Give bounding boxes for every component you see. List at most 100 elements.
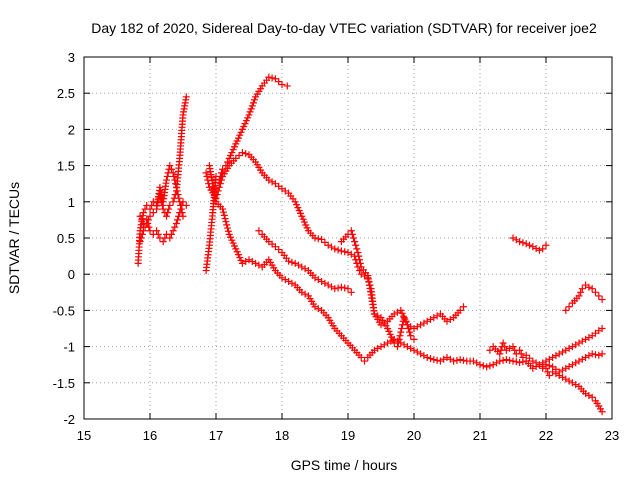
data-point [499,356,507,364]
data-point [285,257,293,265]
data-point [555,350,563,358]
data-point [164,209,172,217]
data-point [159,238,167,246]
data-point [578,285,586,293]
data-point [595,292,603,300]
y-tick-label: 1.5 [57,159,75,174]
data-point [221,215,229,223]
data-point [565,303,573,311]
data-point [167,230,175,238]
data-point [427,355,434,363]
data-point [268,178,276,186]
data-points [134,73,606,416]
y-tick-label: 3 [68,50,75,65]
data-point [496,350,504,358]
data-point [144,216,152,224]
data-point [545,372,553,380]
data-point [361,357,368,365]
data-point [172,220,180,228]
data-point [572,381,580,389]
data-point [552,352,560,360]
data-point [291,259,299,267]
data-point [516,346,524,354]
data-point [512,236,520,244]
data-point [341,248,349,256]
x-tick-label: 18 [275,428,289,443]
chart-title: Day 182 of 2020, Sidereal Day-to-day VTE… [91,20,597,36]
data-point [565,344,573,352]
data-point [559,348,566,356]
data-point [311,234,319,242]
data-point [354,248,362,256]
data-point [255,261,263,269]
data-point [479,362,487,370]
data-point [166,234,174,242]
x-tick-label: 22 [539,428,553,443]
data-point [219,208,227,216]
x-tick-label: 17 [209,428,223,443]
data-point [169,169,177,177]
data-point [542,361,550,369]
data-point [506,344,514,352]
data-point [501,343,509,351]
data-point [171,223,179,231]
data-point [139,209,147,217]
data-point [171,176,179,184]
data-point [430,314,438,322]
y-tick-label: -0.5 [53,303,75,318]
data-point [585,283,593,291]
data-point [219,205,227,213]
data-point [532,244,540,252]
data-point [469,357,477,365]
data-point [406,328,414,336]
data-point [433,356,441,364]
data-point [395,335,403,343]
data-point [568,379,576,387]
data-point [394,339,402,347]
data-point [496,357,504,365]
data-point [396,332,404,340]
data-point [559,373,566,381]
data-point [224,158,232,166]
data-point [238,149,246,157]
data-point [509,234,517,242]
y-tick-label: 2.5 [57,86,75,101]
data-point [456,356,464,364]
data-point [344,248,352,256]
data-point [578,355,586,363]
data-point [585,391,593,399]
data-point [585,334,593,342]
data-point [318,277,326,285]
data-point [568,343,576,351]
data-point [331,285,339,293]
data-point [565,377,573,385]
data-point [582,353,590,361]
data-point [512,358,520,366]
data-point [268,74,276,82]
data-point [166,201,174,209]
data-point [562,364,570,372]
data-point [149,209,157,217]
data-point [575,292,583,300]
y-tick-label: -1.5 [53,376,75,391]
data-point [353,245,361,253]
data-point [374,344,382,352]
data-point [356,256,364,264]
data-point [167,165,175,173]
data-point [453,356,461,364]
data-point [174,191,182,199]
data-point [509,343,517,351]
data-point [374,312,382,320]
data-point [136,238,144,246]
data-point [245,256,253,264]
data-point [204,176,212,184]
data-point [394,343,401,351]
data-point [516,238,524,246]
data-point [539,245,547,253]
data-point [559,366,566,374]
data-point [562,375,570,383]
data-point [575,357,583,365]
y-tick-label: 0.5 [57,231,75,246]
data-point [165,205,173,213]
